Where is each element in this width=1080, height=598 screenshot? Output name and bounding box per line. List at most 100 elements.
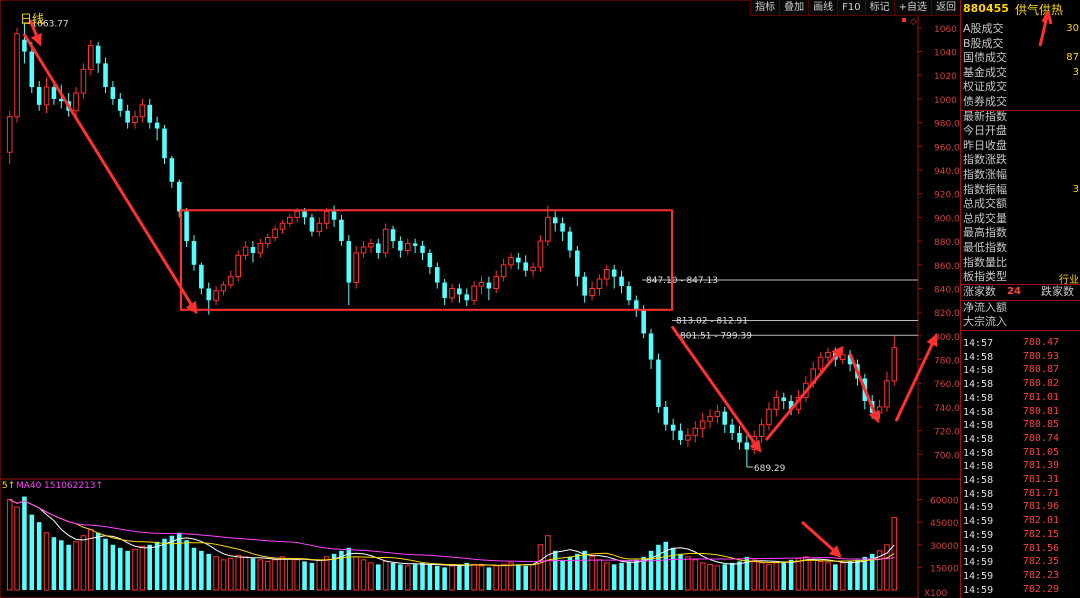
volume-bar [147, 544, 153, 590]
toolbar-back-button[interactable]: 返回 [931, 0, 960, 16]
volume-bar [6, 499, 13, 591]
volume-axis-label: 15000 [930, 564, 959, 574]
volume-bar [220, 559, 227, 591]
section-divider [961, 110, 1080, 111]
candle-body [272, 228, 278, 239]
tick-time: 14:59 [963, 584, 994, 596]
candle-body [95, 45, 101, 64]
toolbar-indicator-button[interactable]: 指标 [750, 0, 780, 16]
candle-body [147, 104, 153, 123]
volume-bar [773, 562, 780, 591]
candle-body [323, 210, 330, 224]
volume-bar [758, 562, 765, 591]
fall-count-label: 跌家数 [1041, 284, 1074, 298]
volume-bar [302, 561, 307, 590]
candle-body [817, 356, 824, 370]
candle-body [604, 269, 610, 280]
volume-ma-label: MA40 [16, 481, 42, 491]
toolbar-drawline-button[interactable]: 画线 [808, 0, 838, 16]
volume-bar [139, 545, 146, 591]
volume-bar [788, 559, 794, 590]
candle-body [464, 294, 470, 301]
volume-bar [331, 553, 337, 590]
volume-bar [457, 564, 462, 590]
price-axis-label: 720.0 [934, 428, 960, 438]
rise-count-label: 涨家数 [963, 284, 996, 298]
candle-body [744, 442, 750, 450]
tick-time: 14:58 [963, 475, 994, 486]
toolbar-add-watchlist-button[interactable]: +自选 [893, 0, 931, 16]
kline-chart[interactable]: 5↑ MA40 151062213↑ 1060 1040 1020 1000 980.0 96… [0, 0, 960, 598]
trend-arrow-down-1 [22, 32, 198, 315]
volume-bar [678, 553, 683, 590]
volume-bar [294, 559, 300, 591]
toolbar-overlay-button[interactable]: 叠加 [779, 0, 809, 16]
candle-body [420, 245, 425, 253]
candle-body [729, 424, 735, 433]
volume-bar [287, 557, 293, 591]
candle-body [722, 411, 728, 425]
candle-body [375, 243, 381, 253]
volume-bar [404, 565, 411, 591]
candle-body [434, 267, 440, 283]
tick-price: 782.29 [1022, 583, 1059, 595]
volume-bar [575, 553, 580, 590]
volume-bar [537, 544, 544, 591]
candle-body [552, 217, 558, 224]
tick-time: 14:59 [963, 557, 994, 569]
candle-body [264, 237, 271, 244]
candle-body [302, 211, 307, 218]
volume-bar [876, 550, 883, 591]
candle-body [331, 211, 337, 220]
quote-row-value: 87 [1066, 52, 1079, 64]
candle-body [457, 288, 462, 295]
price-axis-label: 900.0 [934, 214, 960, 224]
volume-bar [191, 547, 197, 590]
volume-bar [508, 562, 514, 591]
tick-price: 780.74 [1022, 432, 1059, 444]
candle-body [427, 252, 433, 268]
level-label: 801.51 - 799.39 [680, 331, 752, 341]
volume-bar [560, 559, 565, 590]
volume-bar [862, 556, 868, 590]
quote-row-value: 3 [1072, 66, 1079, 78]
volume-bar [382, 560, 389, 591]
tick-price: 781.31 [1022, 474, 1059, 485]
tick-time: 14:59 [963, 502, 994, 514]
volume-bar [471, 563, 477, 591]
volume-bar [375, 564, 381, 590]
candle-body [353, 252, 359, 284]
quote-side-panel: 880455 供气供热 A股成交 30 B股成交 国债成交 87 基金成交 3 权证成交 债券成… [960, 0, 1080, 598]
toolbar-f10-button[interactable]: F10 [837, 0, 865, 16]
volume-bar [670, 547, 676, 590]
candle-body [545, 216, 551, 242]
candle-body [316, 222, 323, 233]
volume-ma-value: 151062213↑ [44, 481, 103, 491]
candle-body [294, 210, 300, 218]
volume-bar [43, 532, 50, 591]
tick-time: 14:58 [963, 461, 994, 473]
quote-row-label: B股成交 [963, 36, 1004, 50]
volume-bar [545, 535, 551, 591]
candle-body [537, 240, 544, 268]
volume-bar [228, 557, 234, 591]
volume-bar [279, 556, 286, 591]
section-divider [961, 299, 1080, 301]
candle-body [206, 288, 212, 301]
candle-body [611, 269, 617, 277]
chart-toolbar: 指标 叠加 画线 F10 标记 +自选 返回 [750, 0, 960, 16]
candle-body [839, 354, 846, 361]
tick-price: 781.71 [1022, 487, 1059, 499]
candle-body [162, 128, 167, 159]
candle-body [884, 380, 890, 408]
volume-bar [309, 562, 315, 590]
toolbar-mark-button[interactable]: 标记 [864, 0, 894, 16]
quote-row-label: 板指类型 [963, 270, 1007, 284]
candle-body [6, 116, 13, 153]
volume-bar [604, 562, 610, 591]
price-axis-label: 920.0 [934, 191, 960, 201]
candle-body [825, 351, 831, 358]
candle-body [125, 110, 130, 123]
volume-bar [442, 567, 447, 590]
candle-body [368, 242, 374, 248]
